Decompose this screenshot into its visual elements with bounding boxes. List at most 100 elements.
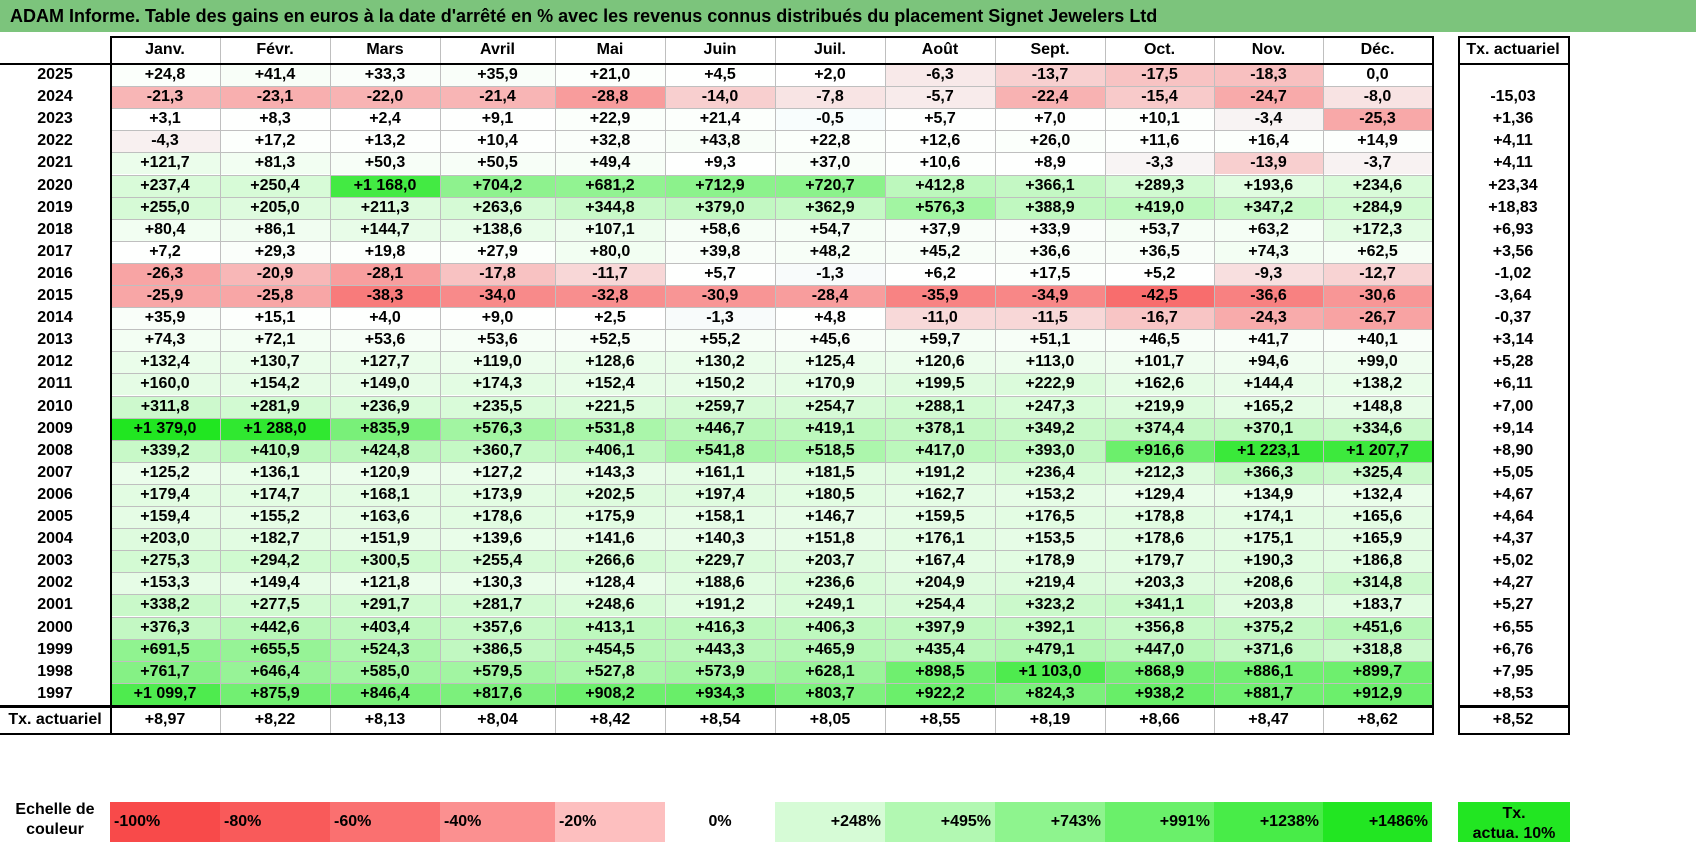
table-cell: -30,6	[1323, 285, 1432, 308]
table-cell: +1 288,0	[220, 417, 330, 440]
border-line	[0, 705, 1434, 708]
scale-swatch: 0%	[665, 802, 775, 842]
table-cell: -20,9	[220, 262, 330, 285]
table-cell: +435,4	[885, 638, 995, 661]
grid-line	[110, 417, 1432, 419]
table-cell: +58,6	[665, 218, 775, 241]
scale-swatch: -80%	[220, 802, 330, 842]
grid-line	[330, 706, 331, 733]
table-cell: -38,3	[330, 285, 440, 308]
table-cell: +386,5	[440, 638, 555, 661]
year-label: 2005	[37, 508, 73, 526]
table-cell: +178,6	[440, 506, 555, 529]
table-cell: +266,6	[555, 550, 665, 573]
table-cell: +374,4	[1105, 417, 1214, 440]
table-cell: -11,0	[885, 307, 995, 330]
table-cell: +388,9	[995, 196, 1105, 219]
table-cell: +454,5	[555, 638, 665, 661]
table-cell: +45,2	[885, 240, 995, 263]
table-cell: +15,1	[220, 307, 330, 330]
table-cell: -25,3	[1323, 108, 1432, 131]
table-cell: +136,1	[220, 461, 330, 484]
table-cell: +36,5	[1105, 240, 1214, 263]
table-cell: +339,2	[110, 439, 220, 462]
rate-cell: +4,11	[1493, 154, 1533, 172]
border-line	[1432, 36, 1434, 705]
rate-cell: +6,93	[1492, 220, 1534, 238]
table-cell: -35,9	[885, 285, 995, 308]
border-line	[1458, 36, 1568, 38]
table-cell: -8,0	[1323, 86, 1432, 109]
year-label: 2025	[37, 66, 73, 84]
grid-line	[110, 616, 1432, 618]
table-cell: +341,1	[1105, 594, 1214, 617]
month-header: Juil.	[813, 41, 846, 58]
table-cell: +712,9	[665, 174, 775, 197]
table-cell: +284,9	[1323, 196, 1432, 219]
table-cell: +221,5	[555, 395, 665, 418]
table-cell: +159,4	[110, 506, 220, 529]
table-cell: +174,3	[440, 373, 555, 396]
scale-rate-line2: actua. 10%	[1472, 825, 1556, 842]
table-cell: +376,3	[110, 616, 220, 639]
table-cell: -4,3	[110, 130, 220, 153]
footer-cell: +8,05	[809, 710, 851, 728]
grid-line	[885, 706, 886, 733]
table-cell: +344,8	[555, 196, 665, 219]
scale-swatch: +991%	[1105, 802, 1214, 842]
table-cell: +63,2	[1214, 218, 1323, 241]
border-line	[110, 36, 1432, 38]
table-cell: +236,9	[330, 395, 440, 418]
grid-line	[110, 483, 1432, 485]
scale-label-line1: Echelle de	[15, 801, 95, 818]
table-cell: -22,4	[995, 86, 1105, 109]
table-cell: -25,8	[220, 285, 330, 308]
table-cell: +357,6	[440, 616, 555, 639]
year-label: 2020	[37, 176, 73, 194]
table-cell: +159,5	[885, 506, 995, 529]
table-cell: +178,9	[995, 550, 1105, 573]
table-cell: -12,7	[1323, 262, 1432, 285]
table-cell: +318,8	[1323, 638, 1432, 661]
border-line	[1458, 63, 1568, 65]
table-cell: +263,6	[440, 196, 555, 219]
border-line	[1458, 732, 1570, 735]
border-line	[0, 732, 1434, 735]
grid-line	[1323, 36, 1324, 705]
table-cell: +181,5	[775, 461, 885, 484]
year-label: 2008	[37, 441, 73, 459]
table-cell: +846,4	[330, 682, 440, 705]
table-cell: +222,9	[995, 373, 1105, 396]
table-cell: +50,5	[440, 152, 555, 175]
table-cell: -34,0	[440, 285, 555, 308]
grid-line	[110, 594, 1432, 596]
table-cell: +45,6	[775, 329, 885, 352]
table-cell: +249,1	[775, 594, 885, 617]
table-cell: +323,2	[995, 594, 1105, 617]
table-cell: -11,7	[555, 262, 665, 285]
rate-cell: +5,02	[1492, 552, 1534, 570]
grid-line	[995, 706, 996, 733]
table-cell: +1 379,0	[110, 417, 220, 440]
table-cell: +53,6	[440, 329, 555, 352]
table-cell: +19,8	[330, 240, 440, 263]
table-cell: -34,9	[995, 285, 1105, 308]
grid-line	[110, 528, 1432, 530]
table-cell: +8,9	[995, 152, 1105, 175]
rate-cell: +6,11	[1493, 375, 1533, 393]
table-cell: +868,9	[1105, 660, 1214, 683]
table-cell: +179,7	[1105, 550, 1214, 573]
table-cell: +334,6	[1323, 417, 1432, 440]
table-cell: +140,3	[665, 528, 775, 551]
grid-line	[110, 240, 1432, 242]
year-label: 2009	[37, 419, 73, 437]
table-cell: +300,5	[330, 550, 440, 573]
year-label: 1999	[37, 640, 73, 658]
rate-cell: -15,03	[1490, 88, 1536, 106]
table-cell: +180,5	[775, 483, 885, 506]
table-cell: +127,7	[330, 351, 440, 374]
table-cell: +188,6	[665, 572, 775, 595]
table-cell: +191,2	[885, 461, 995, 484]
month-header: Avril	[480, 41, 515, 58]
table-cell: -3,4	[1214, 108, 1323, 131]
